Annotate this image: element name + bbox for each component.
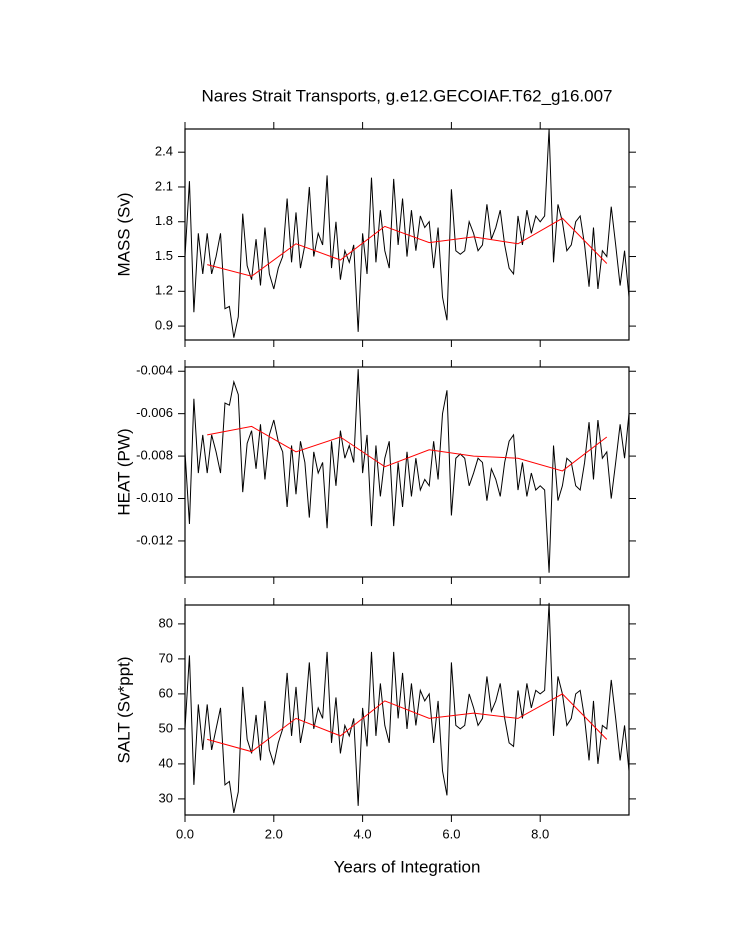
y-axis-title: MASS (Sv): [114, 192, 133, 276]
x-tick-label: 8.0: [531, 826, 549, 841]
plot-frame: [184, 366, 630, 578]
x-tick-label: 6.0: [442, 826, 460, 841]
y-tick-label: -0.004: [136, 363, 173, 378]
x-tick-label: 2.0: [265, 826, 283, 841]
y-tick-label: -0.008: [136, 448, 173, 463]
y-tick-label: 1.2: [155, 283, 173, 298]
y-tick-label: 1.8: [155, 213, 173, 228]
plot-frame: [184, 604, 630, 816]
data-line: [207, 217, 608, 277]
data-line: [184, 602, 630, 814]
y-tick-label: 1.5: [155, 248, 173, 263]
y-tick-label: 50: [159, 720, 173, 735]
data-line: [184, 369, 630, 573]
y-tick-label: -0.010: [136, 490, 173, 505]
y-tick-label: 40: [159, 755, 173, 770]
x-tick-label: 0.0: [176, 826, 194, 841]
plot-frame: [184, 128, 630, 341]
y-tick-label: 2.4: [155, 144, 173, 159]
y-axis-title: SALT (Sv*ppt): [114, 656, 133, 763]
x-axis-title: Years of Integration: [334, 857, 481, 876]
y-tick-label: 0.9: [155, 318, 173, 333]
data-line: [207, 425, 608, 472]
y-tick-label: 70: [159, 650, 173, 665]
y-tick-label: 80: [159, 615, 173, 630]
y-tick-label: -0.012: [136, 532, 173, 547]
chart-title: Nares Strait Transports, g.e12.GECOIAF.T…: [201, 86, 612, 105]
y-tick-label: 2.1: [155, 178, 173, 193]
x-tick-label: 4.0: [354, 826, 372, 841]
y-axis-title: HEAT (PW): [114, 428, 133, 515]
data-line: [207, 693, 608, 753]
y-tick-label: -0.006: [136, 405, 173, 420]
y-tick-label: 30: [159, 790, 173, 805]
y-tick-label: 60: [159, 685, 173, 700]
data-line: [184, 128, 630, 338]
